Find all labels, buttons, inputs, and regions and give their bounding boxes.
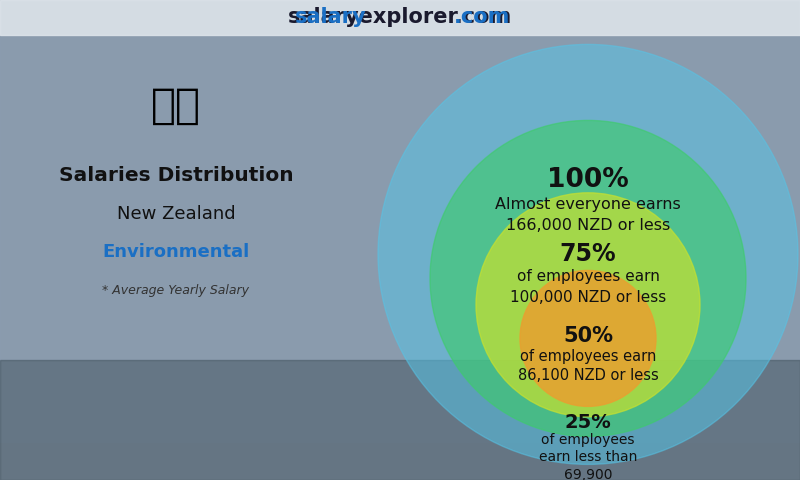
Text: .com: .com [454,7,510,27]
Text: 100,000 NZD or less: 100,000 NZD or less [510,290,666,305]
Text: 100%: 100% [547,167,629,193]
Text: of employees earn: of employees earn [520,349,656,364]
Text: 75%: 75% [560,242,616,266]
Text: 166,000 NZD or less: 166,000 NZD or less [506,218,670,233]
Ellipse shape [378,44,798,465]
Bar [0,360,800,480]
Text: of employees: of employees [542,433,634,447]
Text: Almost everyone earns: Almost everyone earns [495,196,681,212]
Bar [0,24,800,442]
Ellipse shape [430,120,746,436]
Ellipse shape [520,270,656,407]
Ellipse shape [476,193,700,417]
Text: New Zealand: New Zealand [117,204,235,223]
Text: 🇳🇿: 🇳🇿 [151,84,201,127]
Text: Salaries Distribution: Salaries Distribution [58,166,294,185]
Text: 86,100 NZD or less: 86,100 NZD or less [518,368,658,384]
Text: of employees earn: of employees earn [517,268,659,284]
Text: Environmental: Environmental [102,243,250,261]
Text: 25%: 25% [565,413,611,432]
Text: salaryexplorer.com: salaryexplorer.com [288,7,512,27]
Text: earn less than: earn less than [539,450,637,465]
Text: 50%: 50% [563,326,613,346]
Text: 69,900: 69,900 [564,468,612,480]
Bar [0,0,800,35]
Text: * Average Yearly Salary: * Average Yearly Salary [102,284,250,297]
Text: salary: salary [294,7,366,27]
